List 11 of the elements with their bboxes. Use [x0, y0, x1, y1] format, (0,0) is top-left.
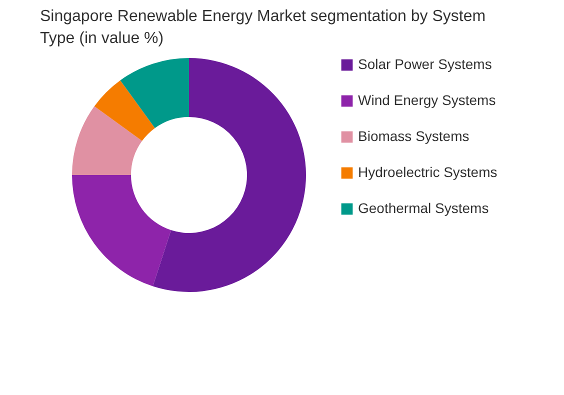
- legend-label: Hydroelectric Systems: [358, 164, 498, 180]
- legend-label: Biomass Systems: [358, 128, 470, 144]
- legend-label: Wind Energy Systems: [358, 92, 496, 108]
- donut-slice: [94, 80, 155, 141]
- donut-slice: [120, 58, 189, 128]
- chart-title: Singapore Renewable Energy Market segmentation by System Type (in value %): [40, 8, 486, 47]
- legend-label: Geothermal Systems: [358, 200, 489, 216]
- legend-label: Solar Power Systems: [358, 56, 492, 72]
- donut-slice: [72, 106, 142, 175]
- donut-slice: [152, 58, 306, 292]
- donut-slice: [72, 175, 172, 286]
